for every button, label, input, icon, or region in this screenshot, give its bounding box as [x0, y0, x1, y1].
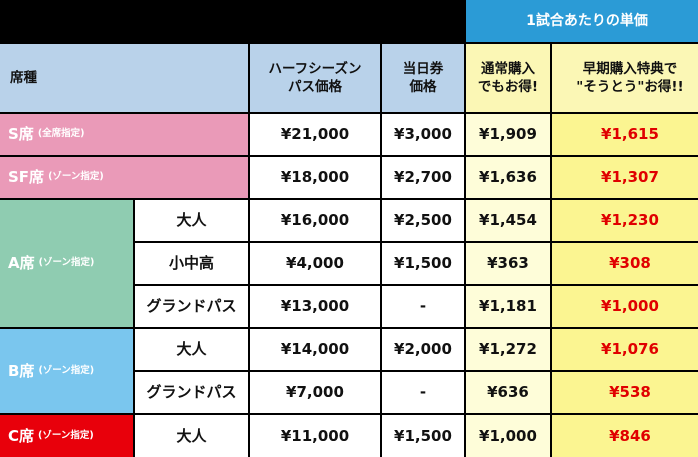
seat-b-grand-half-price: ¥7,000 — [250, 372, 380, 413]
seat-b-adult-label: 大人 — [135, 329, 248, 370]
day-ticket-header-line2: 価格 — [409, 79, 437, 95]
early-purchase-header-line2: "そうとう"お得!! — [576, 79, 684, 95]
seat-b-note: (ゾーン指定) — [38, 364, 95, 376]
seat-a-name: A席 — [8, 254, 35, 273]
seat-b-adult-half-price: ¥14,000 — [250, 329, 380, 370]
early-purchase-header: 早期購入特典で "そうとう"お得!! — [552, 44, 698, 112]
seat-a-grand-early-price: ¥1,000 — [552, 286, 698, 327]
half-season-header: ハーフシーズン パス価格 — [250, 44, 380, 112]
seat-a-adult-normal-price: ¥1,454 — [466, 200, 550, 241]
seat-a-student-normal-price: ¥363 — [466, 243, 550, 284]
blank-corner — [0, 0, 464, 42]
seat-a-student-label: 小中高 — [135, 243, 248, 284]
day-ticket-header: 当日券 価格 — [382, 44, 464, 112]
seat-type-header: 席種 — [0, 44, 248, 112]
seat-c-adult-half-price: ¥11,000 — [250, 415, 380, 457]
normal-purchase-header: 通常購入 でもお得! — [466, 44, 550, 112]
seat-sf-early-price: ¥1,307 — [552, 157, 698, 198]
seat-c-adult-normal-price: ¥1,000 — [466, 415, 550, 457]
seat-b-grand-early-price: ¥538 — [552, 372, 698, 413]
seat-a-student-day-price: ¥1,500 — [382, 243, 464, 284]
seat-c-adult-early-price: ¥846 — [552, 415, 698, 457]
seat-s-note: (全席指定) — [37, 128, 85, 140]
seat-a-adult-half-price: ¥16,000 — [250, 200, 380, 241]
seat-s-normal-price: ¥1,909 — [466, 114, 550, 155]
seat-a-label: A席 (ゾーン指定) — [0, 200, 133, 327]
seat-sf-half-price: ¥18,000 — [250, 157, 380, 198]
seat-a-adult-early-price: ¥1,230 — [552, 200, 698, 241]
seat-a-grand-day-price: - — [382, 286, 464, 327]
seat-c-name: C席 — [8, 426, 35, 445]
seat-sf-day-price: ¥2,700 — [382, 157, 464, 198]
seat-a-note: (ゾーン指定) — [38, 257, 95, 269]
seat-a-adult-day-price: ¥2,500 — [382, 200, 464, 241]
day-ticket-header-line1: 当日券 — [402, 60, 444, 77]
seat-s-label: S席 (全席指定) — [0, 114, 248, 155]
half-season-header-line1: ハーフシーズン — [268, 60, 362, 77]
seat-s-early-price: ¥1,615 — [552, 114, 698, 155]
seat-b-grand-normal-price: ¥636 — [466, 372, 550, 413]
seat-a-grand-half-price: ¥13,000 — [250, 286, 380, 327]
seat-b-label: B席 (ゾーン指定) — [0, 329, 133, 413]
seat-a-grand-label: グランドパス — [135, 286, 248, 327]
seat-c-adult-label: 大人 — [135, 415, 248, 457]
seat-a-grand-normal-price: ¥1,181 — [466, 286, 550, 327]
per-game-price-band: 1試合あたりの単価 — [466, 0, 698, 42]
seat-a-adult-label: 大人 — [135, 200, 248, 241]
seat-c-adult-day-price: ¥1,500 — [382, 415, 464, 457]
seat-s-day-price: ¥3,000 — [382, 114, 464, 155]
seat-c-label: C席 (ゾーン指定) — [0, 415, 133, 457]
normal-purchase-header-line1: 通常購入 — [481, 60, 535, 77]
half-season-header-line2: パス価格 — [288, 79, 342, 95]
early-purchase-header-line1: 早期購入特典で — [582, 60, 678, 77]
seat-sf-note: (ゾーン指定) — [48, 171, 104, 183]
seat-sf-normal-price: ¥1,636 — [466, 157, 550, 198]
seat-b-grand-label: グランドパス — [135, 372, 248, 413]
normal-purchase-header-line2: でもお得! — [477, 79, 539, 95]
seat-a-student-early-price: ¥308 — [552, 243, 698, 284]
seat-b-adult-early-price: ¥1,076 — [552, 329, 698, 370]
seat-sf-label: SF席 (ゾーン指定) — [0, 157, 248, 198]
seat-b-grand-day-price: - — [382, 372, 464, 413]
seat-s-half-price: ¥21,000 — [250, 114, 380, 155]
seat-c-note: (ゾーン指定) — [38, 429, 94, 441]
seat-b-adult-day-price: ¥2,000 — [382, 329, 464, 370]
seat-s-name: S席 — [8, 125, 34, 144]
seat-a-student-half-price: ¥4,000 — [250, 243, 380, 284]
seat-b-name: B席 — [8, 361, 35, 380]
seat-sf-name: SF席 — [8, 168, 45, 187]
seat-b-adult-normal-price: ¥1,272 — [466, 329, 550, 370]
